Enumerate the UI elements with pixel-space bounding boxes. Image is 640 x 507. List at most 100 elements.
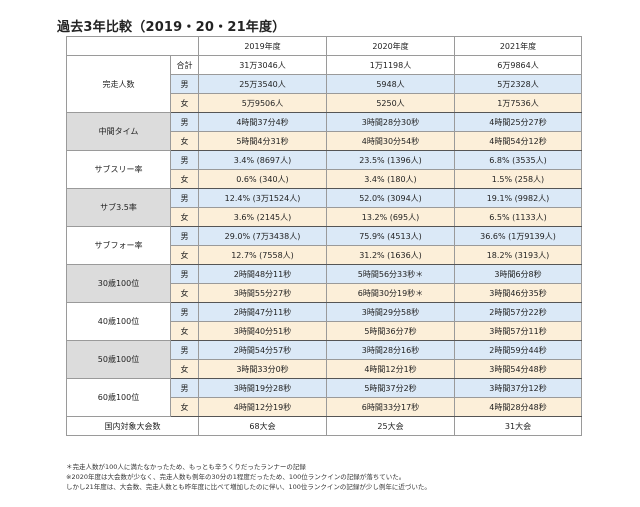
row-category: 完走人数 xyxy=(66,55,171,113)
value-cell: 3時間40分51秒 xyxy=(198,321,327,341)
value-cell: 1万7536人 xyxy=(454,93,582,113)
value-cell: 3時間19分28秒 xyxy=(198,378,327,398)
value-cell: 3.4% (8697人) xyxy=(198,150,327,170)
row-sublabel: 男 xyxy=(170,74,199,94)
header-blank xyxy=(66,36,199,56)
value-cell: 5時間56分33秒＊ xyxy=(326,264,455,284)
value-cell: 13.2% (695人) xyxy=(326,207,455,227)
value-cell: 12.4% (3万1524人) xyxy=(198,188,327,208)
row-category: サブフォー率 xyxy=(66,226,171,265)
value-cell: 1.5% (258人) xyxy=(454,169,582,189)
value-cell: 2時間47分11秒 xyxy=(198,302,327,322)
page-title: 過去3年比較（2019・20・21年度） xyxy=(57,20,286,35)
row-sublabel: 女 xyxy=(170,321,199,341)
table-row: 40歳100位男 2時間47分11秒 3時間29分58秒 2時間57分22秒 xyxy=(66,302,582,341)
value-cell: 36.6% (1万9139人) xyxy=(454,226,582,246)
row-sublabel: 男 xyxy=(170,226,199,246)
row-sublabel: 男 xyxy=(170,264,199,284)
value-cell: 5万9506人 xyxy=(198,93,327,113)
value-cell: 3.6% (2145人) xyxy=(198,207,327,227)
value-cell: 6万9864人 xyxy=(454,55,582,75)
value-cell: 5250人 xyxy=(326,93,455,113)
row-sublabel: 女 xyxy=(170,207,199,227)
year-header: 2021年度 xyxy=(454,36,582,56)
table-row: サブスリー率男 3.4% (8697人) 23.5% (1396人) 6.8% (35… xyxy=(66,150,582,189)
value-cell: 29.0% (7万3438人) xyxy=(198,226,327,246)
table-row: 女 12.7% (7558人) 31.2% (1636人) 18.2% (3193人) xyxy=(67,245,582,265)
value-cell: 3.4% (180人) xyxy=(326,169,455,189)
value-cell: 5時間37分2秒 xyxy=(326,378,455,398)
value-cell: 5時間4分31秒 xyxy=(198,131,327,151)
row-sublabel: 女 xyxy=(170,283,199,303)
note-line: しかし21年度は、大会数、完走人数とも昨年度に比べて増加したのに伴い、100位ラ… xyxy=(66,483,431,491)
value-cell: 3時間6分8秒 xyxy=(454,264,582,284)
table-row: 女 5時間4分31秒 4時間30分54秒 4時間54分12秒 xyxy=(67,131,582,151)
row-category: 60歳100位 xyxy=(66,378,171,417)
row-category: 中間タイム xyxy=(66,112,171,151)
table-row: サブ3.5率男 12.4% (3万1524人) 52.0% (3094人) 19.1%… xyxy=(66,188,582,227)
table-row: 中間タイム男 4時間37分4秒 3時間28分30秒 4時間25分27秒 xyxy=(66,112,582,151)
value-cell: 2時間57分22秒 xyxy=(454,302,582,322)
row-sublabel: 男 xyxy=(170,340,199,360)
value-cell: 6.8% (3535人) xyxy=(454,150,582,170)
value-cell: 6時間30分19秒＊ xyxy=(326,283,455,303)
row-sublabel: 女 xyxy=(170,131,199,151)
value-cell: 31.2% (1636人) xyxy=(326,245,455,265)
value-cell: 75.9% (4513人) xyxy=(326,226,455,246)
table-row: サブフォー率男 29.0% (7万3438人) 75.9% (4513人) 36.6%… xyxy=(66,226,582,265)
value-cell: 3時間37分12秒 xyxy=(454,378,582,398)
value-cell: 3時間33分0秒 xyxy=(198,359,327,379)
value-cell: 4時間54分12秒 xyxy=(454,131,582,151)
value-cell: 5948人 xyxy=(326,74,455,94)
table-row: 30歳100位男 2時間48分11秒 5時間56分33秒＊ 3時間6分8秒 xyxy=(66,264,582,303)
value-cell: 6.5% (1133人) xyxy=(454,207,582,227)
value-cell: 5時間36分7秒 xyxy=(326,321,455,341)
value-cell: 3時間54分48秒 xyxy=(454,359,582,379)
value-cell: 3時間46分35秒 xyxy=(454,283,582,303)
table-row: 60歳100位男 3時間19分28秒 5時間37分2秒 3時間37分12秒 xyxy=(66,378,582,417)
value-cell: 4時間12分19秒 xyxy=(198,397,327,417)
value-cell: 25万3540人 xyxy=(198,74,327,94)
row-sublabel: 男 xyxy=(170,188,199,208)
value-cell: 3時間28分16秒 xyxy=(326,340,455,360)
year-header: 2019年度 xyxy=(198,36,327,56)
note-line: ＊完走人数が100人に満たなかったため、もっとも辛うくりだったランナーの記録 xyxy=(66,463,306,471)
value-cell: 5万2328人 xyxy=(454,74,582,94)
header-row: 2019年度 2020年度 2021年度 xyxy=(66,36,582,56)
year-header: 2020年度 xyxy=(326,36,455,56)
value-cell: 4時間37分4秒 xyxy=(198,112,327,132)
row-category: 30歳100位 xyxy=(66,264,171,303)
row-sublabel: 男 xyxy=(170,302,199,322)
value-cell: 23.5% (1396人) xyxy=(326,150,455,170)
value-cell: 18.2% (3193人) xyxy=(454,245,582,265)
row-category: サブスリー率 xyxy=(66,150,171,189)
table-row: 50歳100位男 2時間54分57秒 3時間28分16秒 2時間59分44秒 xyxy=(66,340,582,379)
footer-value: 25大会 xyxy=(326,416,455,436)
table-row: 完走人数 合計 31万3046人 1万1198人 6万9864人 xyxy=(66,55,582,113)
value-cell: 3時間57分11秒 xyxy=(454,321,582,341)
value-cell: 6時間33分17秒 xyxy=(326,397,455,417)
table-row: 女 3時間40分51秒 5時間36分7秒 3時間57分11秒 xyxy=(67,321,582,341)
footer-label: 国内対象大会数 xyxy=(66,416,199,436)
value-cell: 4時間25分27秒 xyxy=(454,112,582,132)
row-category: 50歳100位 xyxy=(66,340,171,379)
row-sublabel: 男 xyxy=(170,112,199,132)
row-category: 40歳100位 xyxy=(66,302,171,341)
value-cell: 2時間48分11秒 xyxy=(198,264,327,284)
value-cell: 4時間28分48秒 xyxy=(454,397,582,417)
row-sublabel: 女 xyxy=(170,397,199,417)
value-cell: 4時間12分1秒 xyxy=(326,359,455,379)
footer-value: 68大会 xyxy=(198,416,327,436)
footnotes: ＊完走人数が100人に満たなかったため、もっとも辛うくりだったランナーの記録 ※2… xyxy=(66,462,431,492)
table-row: 女 5万9506人 5250人 1万7536人 xyxy=(67,93,582,113)
footer-row: 国内対象大会数 68大会 25大会 31大会 xyxy=(66,416,582,436)
value-cell: 2時間54分57秒 xyxy=(198,340,327,360)
row-sublabel: 女 xyxy=(170,245,199,265)
comparison-table: 2019年度 2020年度 2021年度 完走人数 合計 31万3046人 1万1198人 6… xyxy=(66,36,582,436)
value-cell: 1万1198人 xyxy=(326,55,455,75)
value-cell: 3時間28分30秒 xyxy=(326,112,455,132)
row-sublabel: 合計 xyxy=(170,55,199,75)
value-cell: 2時間59分44秒 xyxy=(454,340,582,360)
footer-value: 31大会 xyxy=(454,416,582,436)
value-cell: 3時間55分27秒 xyxy=(198,283,327,303)
